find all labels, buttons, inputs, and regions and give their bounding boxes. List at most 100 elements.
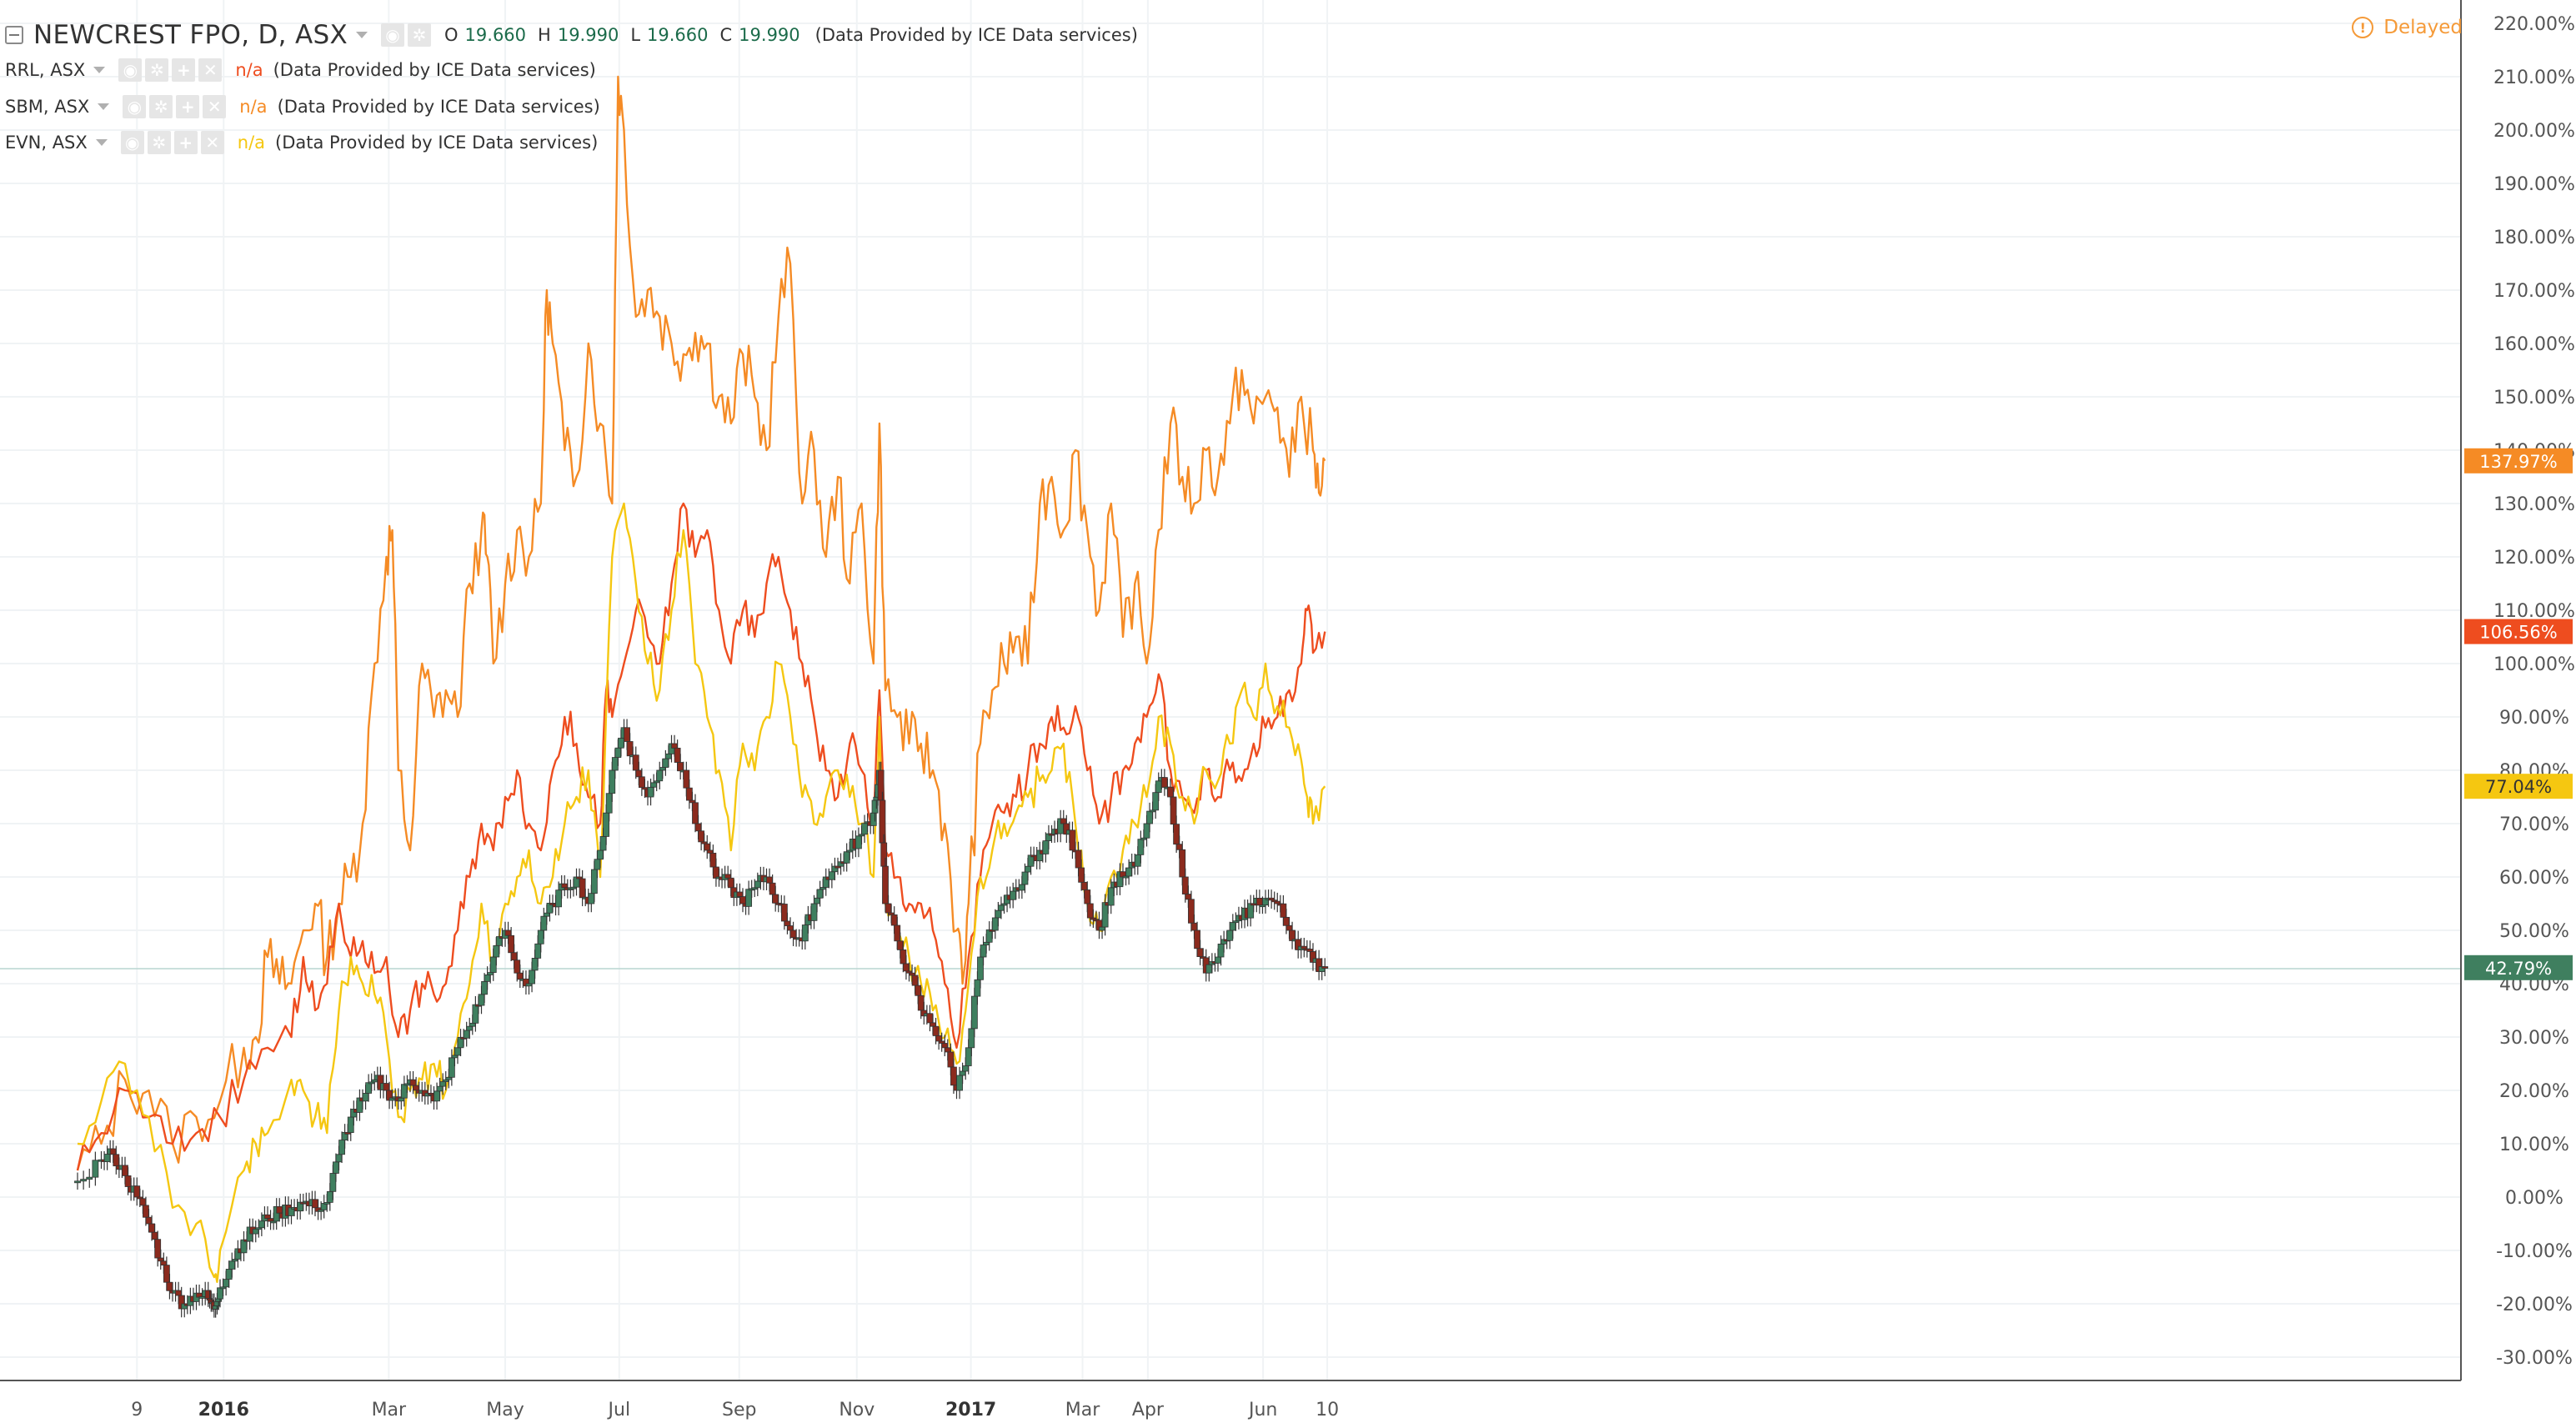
candle-body	[685, 787, 693, 801]
candle-body	[683, 769, 690, 789]
x-tick-label: 2017	[945, 1400, 996, 1420]
candle-body	[772, 894, 779, 904]
candle-body	[212, 1305, 219, 1310]
candle-body	[977, 956, 984, 980]
candle-body	[1205, 964, 1213, 974]
candle-body	[338, 1140, 345, 1155]
candle-body	[611, 757, 619, 771]
candle-body	[335, 1154, 343, 1163]
candle-body	[900, 949, 907, 965]
candle-body	[413, 1085, 420, 1091]
eye-icon[interactable]: ◉	[118, 58, 143, 82]
chevron-down-icon[interactable]	[93, 67, 106, 73]
candle-body	[86, 1176, 93, 1180]
candle-body	[930, 1022, 936, 1027]
candle-body	[109, 1148, 117, 1155]
candle-body	[1021, 871, 1029, 885]
y-tick-label: 50.00%	[2499, 921, 2569, 942]
candle-body	[638, 776, 645, 789]
candle-body	[970, 995, 978, 1030]
candle-body	[1080, 881, 1088, 890]
candle-body	[1125, 867, 1133, 877]
chevron-down-icon[interactable]	[356, 32, 368, 38]
candle-body	[534, 943, 542, 959]
candle-body	[1188, 899, 1195, 924]
candle-body	[124, 1175, 132, 1187]
series-layer	[76, 75, 1326, 1283]
candle-body	[650, 782, 658, 788]
gear-icon[interactable]: ✲	[147, 131, 171, 154]
compare-symbol[interactable]: EVN, ASX	[5, 133, 88, 153]
candle-body	[151, 1231, 158, 1240]
candle-body	[665, 753, 672, 759]
candle-body	[434, 1090, 440, 1102]
series-line	[76, 502, 1326, 1171]
y-tick-label: 90.00%	[2499, 708, 2569, 729]
gear-icon[interactable]: ✲	[145, 58, 169, 82]
candle-body	[1155, 780, 1162, 794]
gear-icon[interactable]: ✲	[149, 95, 173, 118]
plus-icon[interactable]: +	[173, 131, 198, 154]
candle-body	[252, 1229, 259, 1235]
candle-body	[890, 914, 898, 926]
candle-body	[647, 786, 654, 798]
candle-body	[980, 944, 987, 958]
candle-body	[828, 871, 835, 880]
candle-body	[1160, 777, 1168, 788]
candle-body	[1285, 924, 1293, 931]
x-tick-label: Nov	[839, 1400, 875, 1420]
grid	[0, 0, 2461, 1380]
candle-body	[1274, 900, 1281, 904]
candle-body	[154, 1239, 162, 1259]
eye-icon[interactable]: ◉	[381, 23, 405, 47]
candle-body	[1010, 890, 1017, 900]
candle-body	[870, 812, 877, 826]
close-icon[interactable]: ✕	[198, 58, 223, 82]
eye-icon[interactable]: ◉	[123, 95, 147, 118]
collapse-icon[interactable]	[5, 26, 23, 44]
main-symbol-title[interactable]: NEWCREST FPO, D, ASX	[33, 20, 348, 50]
last-value-label: 137.97%	[2479, 452, 2557, 472]
series-line	[76, 75, 1326, 1171]
y-tick-label: 70.00%	[2499, 814, 2569, 835]
candle-body	[739, 896, 746, 904]
candle-body	[917, 995, 925, 1011]
candle-body	[968, 1028, 975, 1049]
candle-body	[525, 983, 533, 987]
candle-body	[932, 1025, 940, 1036]
plus-icon[interactable]: +	[176, 95, 200, 118]
candle-body	[510, 952, 518, 961]
close-icon[interactable]: ✕	[200, 131, 224, 154]
candle-body	[1025, 865, 1031, 873]
candle-body	[537, 929, 544, 944]
close-icon[interactable]: ✕	[203, 95, 227, 118]
candle-body	[880, 842, 888, 867]
candle-body	[1301, 945, 1308, 949]
candle-body	[706, 849, 714, 854]
chevron-down-icon[interactable]	[95, 139, 108, 146]
candle-body	[326, 1190, 333, 1203]
candle-body	[588, 893, 595, 904]
plus-icon[interactable]: +	[172, 58, 196, 82]
candle-body	[736, 891, 744, 897]
candle-body	[258, 1220, 265, 1229]
candle-body	[362, 1093, 369, 1102]
candle-body	[398, 1097, 405, 1102]
chevron-down-icon[interactable]	[98, 103, 110, 110]
eye-icon[interactable]: ◉	[120, 131, 144, 154]
candle-body	[624, 727, 630, 742]
candle-body	[469, 1022, 476, 1027]
gear-icon[interactable]: ✲	[408, 23, 432, 47]
candle-body	[1321, 966, 1329, 969]
candle-body	[213, 1300, 221, 1306]
candle-body	[1078, 867, 1085, 883]
candle-body	[877, 769, 885, 801]
compare-symbol[interactable]: RRL, ASX	[5, 60, 86, 80]
candle-body	[579, 878, 586, 899]
candle-body	[543, 912, 550, 917]
legend-header: NEWCREST FPO, D, ASX ◉ ✲ O 19.660 H 19.990…	[0, 0, 2576, 158]
candle-body	[789, 929, 797, 939]
candle-body	[504, 929, 512, 936]
legend-main-row: NEWCREST FPO, D, ASX ◉ ✲ O 19.660 H 19.990…	[5, 15, 1138, 55]
compare-symbol[interactable]: SBM, ASX	[5, 97, 90, 117]
